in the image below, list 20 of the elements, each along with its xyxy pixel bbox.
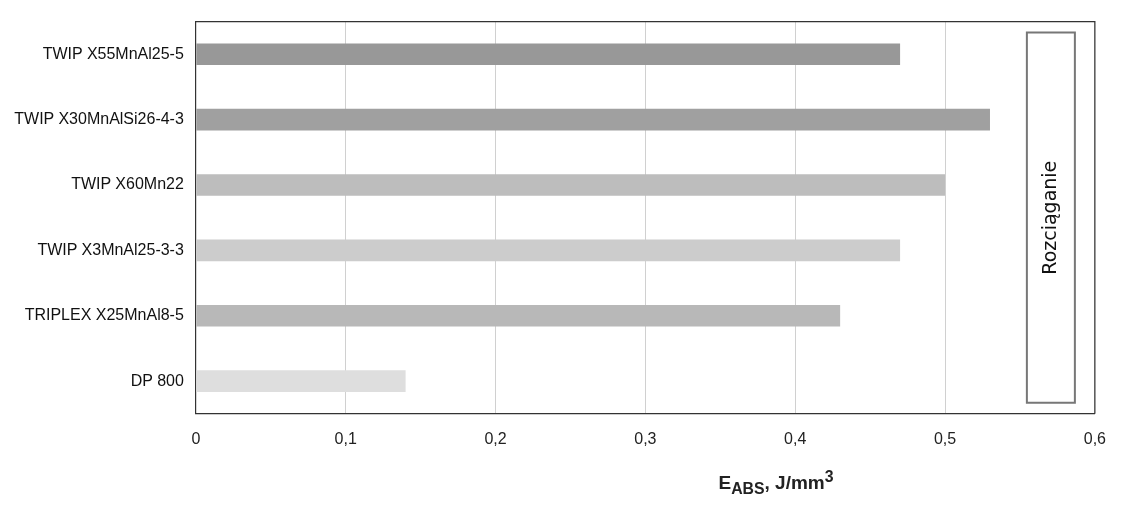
annotation: Rozciąganie (1037, 160, 1060, 275)
y-tick-label: TWIP X3MnAl25-3-3 (37, 240, 184, 258)
bar (196, 174, 946, 196)
bar (196, 304, 841, 327)
x-tick-label: 0 (191, 429, 201, 447)
x-tick-label: 0,6 (1083, 429, 1107, 447)
x-tick-label: 0,3 (634, 429, 657, 447)
x-tick-label: 0,1 (334, 429, 357, 447)
x-tick-label: 0,5 (933, 429, 957, 447)
y-tick-label: TWIP X55MnAl25-5 (42, 44, 184, 62)
y-tick-label: TWIP X60Mn22 (71, 175, 184, 193)
x-tick-label: 0,2 (484, 429, 507, 447)
x-tick-label: 0,4 (784, 429, 807, 447)
x-axis-title: E$_{ABS}$, J/mm$^{3}$ (717, 468, 835, 499)
bar (196, 43, 901, 66)
y-tick-label: TRIPLEX X25MnAl8-5 (24, 306, 184, 324)
bar (196, 108, 990, 131)
y-tick-label: TWIP X30MnAlSi26-4-3 (14, 110, 184, 128)
y-tick-label: DP 800 (130, 371, 184, 389)
bar (196, 370, 406, 392)
